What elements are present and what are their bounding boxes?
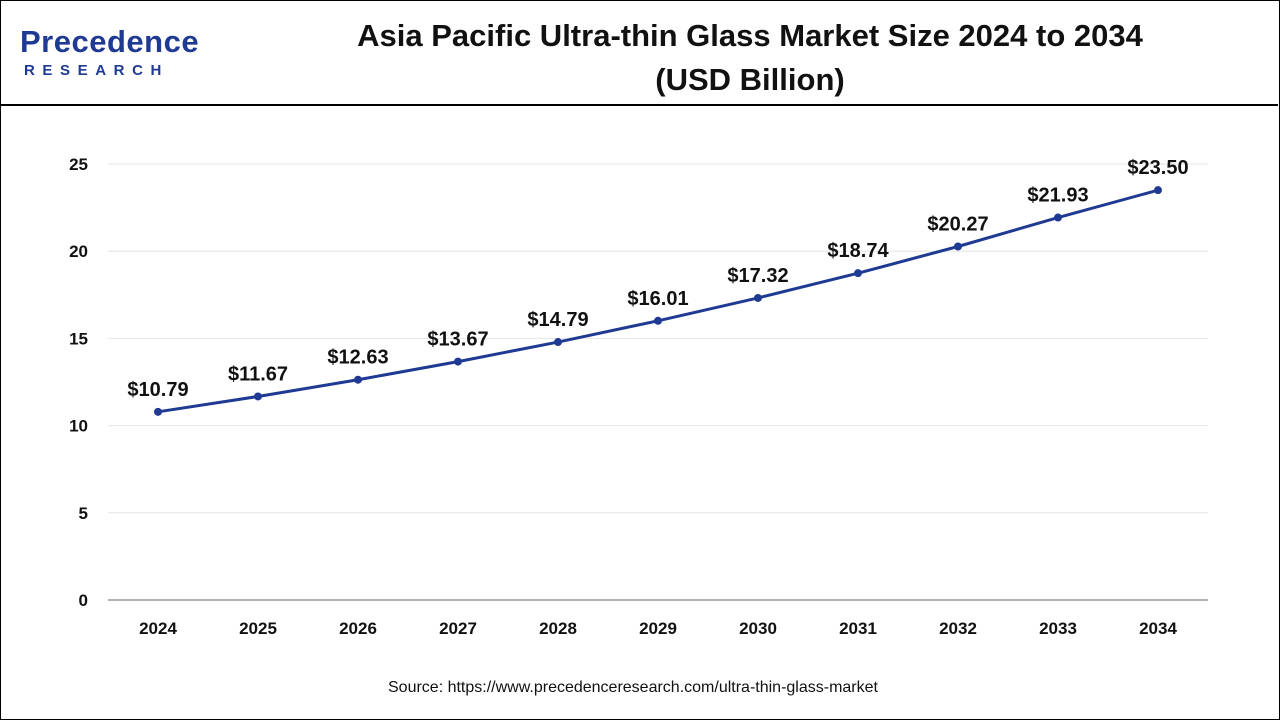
x-tick-label: 2025 bbox=[239, 619, 277, 638]
data-label: $13.67 bbox=[427, 329, 488, 351]
data-label: $18.74 bbox=[827, 240, 889, 262]
x-tick-label: 2028 bbox=[539, 619, 577, 638]
y-tick-label: 10 bbox=[69, 417, 88, 436]
y-tick-label: 25 bbox=[69, 155, 88, 174]
data-label: $17.32 bbox=[727, 265, 788, 287]
y-tick-label: 15 bbox=[69, 329, 88, 348]
data-point bbox=[554, 338, 562, 347]
data-point bbox=[854, 269, 862, 278]
data-point bbox=[954, 242, 962, 251]
x-tick-label: 2030 bbox=[739, 619, 777, 638]
x-tick-label: 2024 bbox=[139, 619, 177, 638]
header: Precedence RESEARCH Asia Pacific Ultra-t… bbox=[0, 0, 1278, 106]
source-note: Source: https://www.precedenceresearch.c… bbox=[388, 679, 878, 696]
data-label: $10.79 bbox=[127, 379, 188, 401]
x-tick-label: 2033 bbox=[1039, 619, 1077, 638]
data-label: $21.93 bbox=[1027, 185, 1088, 207]
data-label: $20.27 bbox=[927, 213, 988, 235]
x-tick-label: 2027 bbox=[439, 619, 477, 638]
y-tick-label: 20 bbox=[69, 242, 88, 261]
data-label: $14.79 bbox=[527, 309, 588, 331]
data-label: $11.67 bbox=[228, 363, 288, 385]
data-point bbox=[1154, 186, 1162, 195]
data-point bbox=[254, 392, 262, 401]
data-point bbox=[754, 293, 762, 302]
data-point bbox=[354, 375, 362, 384]
logo-subtitle: RESEARCH bbox=[24, 62, 169, 79]
data-point bbox=[454, 357, 462, 366]
data-label: $12.63 bbox=[327, 347, 388, 369]
x-tick-label: 2032 bbox=[939, 619, 977, 638]
logo[interactable]: Precedence RESEARCH bbox=[20, 24, 220, 84]
y-tick-label: 5 bbox=[79, 504, 88, 523]
x-tick-label: 2034 bbox=[1139, 619, 1177, 638]
x-tick-label: 2026 bbox=[339, 619, 377, 638]
data-label: $16.01 bbox=[627, 288, 688, 310]
data-label: $23.50 bbox=[1127, 157, 1188, 179]
x-tick-label: 2029 bbox=[639, 619, 677, 638]
chart-title-line1: Asia Pacific Ultra-thin Glass Market Siz… bbox=[357, 18, 1143, 53]
x-tick-label: 2031 bbox=[839, 619, 877, 638]
logo-wordmark: Precedence bbox=[20, 24, 200, 59]
data-point bbox=[654, 316, 662, 325]
chart-title-line2: (USD Billion) bbox=[655, 62, 845, 97]
data-point bbox=[1054, 213, 1062, 222]
data-point bbox=[154, 407, 162, 416]
y-tick-label: 0 bbox=[79, 591, 88, 610]
chart-title: Asia Pacific Ultra-thin Glass Market Siz… bbox=[300, 14, 1200, 102]
